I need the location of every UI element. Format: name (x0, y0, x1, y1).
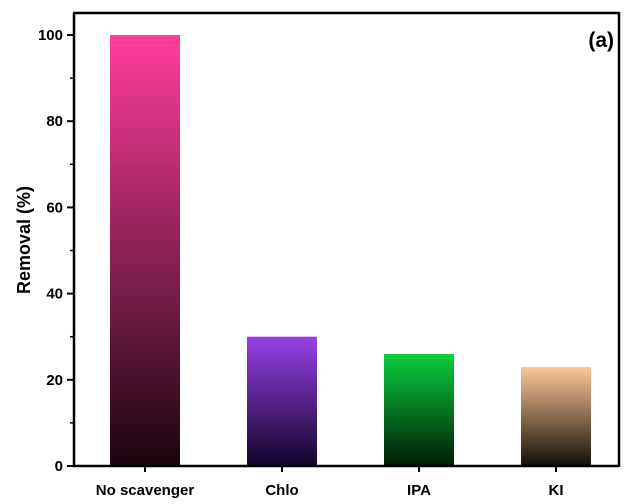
bar-ipa (384, 353, 454, 466)
x-tick-label: IPA (407, 482, 431, 499)
axes-layer (67, 11, 621, 472)
y-axis-title: Removal (%) (14, 186, 34, 294)
y-tick-label: 20 (46, 372, 63, 389)
bar-no-scavenger (110, 35, 180, 466)
x-tick-label: KI (549, 482, 564, 499)
y-tick-label: 60 (46, 199, 63, 216)
x-tick-label: No scavenger (96, 482, 195, 499)
panel-label: (a) (588, 29, 614, 52)
y-tick-label: 40 (46, 286, 63, 303)
bars-layer (110, 35, 591, 466)
y-tick-label: 0 (55, 458, 63, 475)
y-tick-label: 80 (46, 113, 63, 130)
x-tick-label: Chlo (265, 482, 298, 499)
bar-chlo (247, 336, 317, 466)
y-tick-label: 100 (38, 27, 63, 44)
labels-layer: 0 20 40 60 80 100 No scavenger Chlo IPA KI (38, 27, 564, 499)
bar-ki (521, 366, 591, 466)
